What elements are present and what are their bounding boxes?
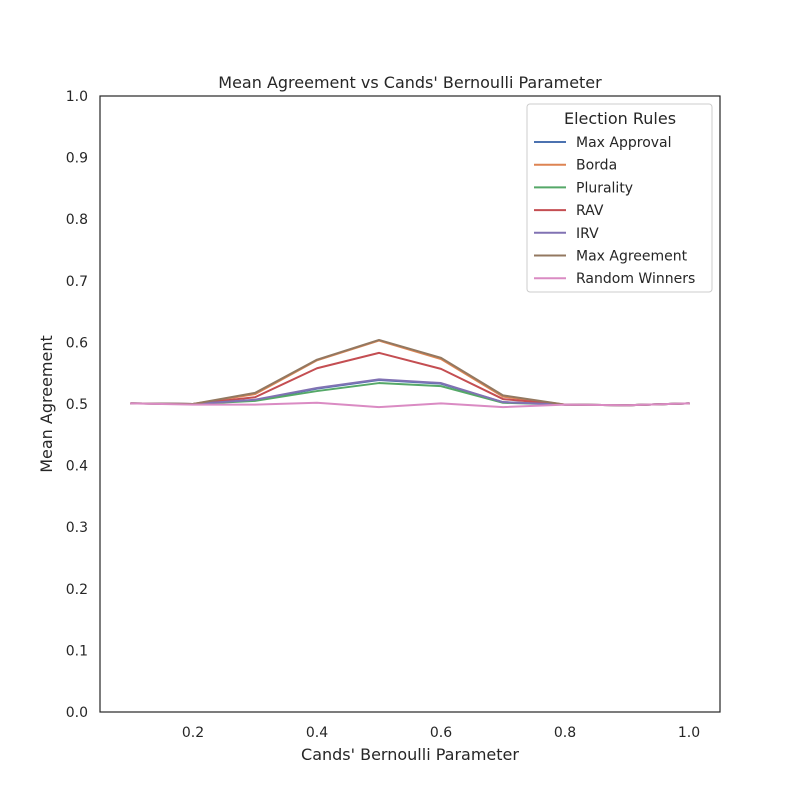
x-tick-label: 1.0	[678, 725, 700, 741]
series-line-random-winners	[130, 401, 690, 409]
legend-label-irv: IRV	[576, 226, 599, 242]
y-tick-label: 0.8	[66, 212, 88, 228]
y-tick-label: 0.6	[66, 335, 88, 351]
chart-title: Mean Agreement vs Cands' Bernoulli Param…	[218, 73, 602, 92]
series-line-max-agreement	[130, 338, 690, 407]
y-axis: 0.0 0.1 0.2 0.3 0.4 0.5 0.6 0.7 0.8 0.9 1.0	[66, 89, 88, 721]
legend-label-rav: RAV	[576, 203, 604, 219]
plot-area	[130, 338, 690, 409]
y-tick-label: 0.4	[66, 459, 88, 475]
y-tick-label: 0.7	[66, 274, 88, 290]
legend-box	[526, 103, 713, 293]
x-axis: 0.2 0.4 0.6 0.8 1.0	[182, 725, 700, 741]
legend-label-random-winners: Random Winners	[576, 271, 695, 287]
y-axis-title: Mean Agreement	[37, 335, 56, 473]
series-line-borda	[130, 339, 690, 407]
y-tick-label: 0.2	[66, 582, 88, 598]
y-tick-label: 0.3	[66, 520, 88, 536]
legend-label-max-agreement: Max Agreement	[576, 249, 688, 265]
legend-label-max-approval: Max Approval	[576, 135, 672, 151]
legend-label-borda: Borda	[576, 158, 617, 174]
y-tick-label: 0.9	[66, 151, 88, 167]
legend-label-plurality: Plurality	[576, 180, 633, 196]
x-tick-label: 0.2	[182, 725, 204, 741]
plot-frame	[99, 95, 721, 713]
x-axis-title: Cands' Bernoulli Parameter	[301, 745, 519, 764]
legend-items: Max Approval Borda Plurality RAV IRV Max Agre…	[534, 135, 695, 287]
y-tick-label: 0.5	[66, 397, 88, 413]
legend: Election Rules Max Approval Borda Pluralit…	[526, 103, 713, 293]
x-tick-label: 0.8	[554, 725, 576, 741]
y-tick-label: 1.0	[66, 89, 88, 105]
series-line-rav	[130, 351, 690, 407]
legend-title: Election Rules	[564, 109, 676, 128]
y-tick-label: 0.1	[66, 643, 88, 659]
x-tick-label: 0.6	[430, 725, 452, 741]
y-tick-label: 0.0	[66, 705, 88, 721]
x-tick-label: 0.4	[306, 725, 328, 741]
